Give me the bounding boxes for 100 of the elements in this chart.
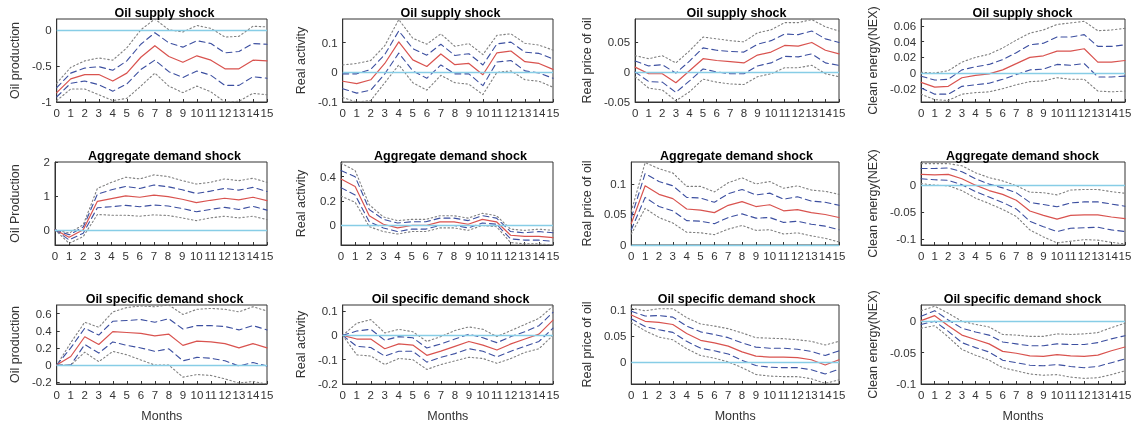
x-tick-label: 7 (1013, 107, 1020, 119)
x-tick-label: 14 (818, 389, 833, 401)
x-tick-label: 10 (475, 250, 489, 262)
y-tick-label: 0.2 (35, 341, 52, 354)
x-tick-label: 12 (218, 250, 231, 262)
x-tick-label: 9 (752, 389, 760, 401)
x-tick-label: 12 (504, 107, 518, 119)
x-tick-label: 7 (725, 250, 732, 262)
x-tick-label: 4 (972, 389, 980, 401)
x-tick-label: 8 (451, 107, 459, 119)
x-axis-title: Months (714, 408, 756, 423)
x-tick-label: 0 (917, 389, 925, 401)
chart-title: Oil specific demand shock (943, 291, 1102, 306)
x-tick-label: 11 (777, 250, 790, 262)
x-tick-label: 9 (754, 107, 761, 119)
x-tick-label: 6 (423, 107, 431, 119)
x-tick-label: 15 (546, 250, 560, 262)
x-tick-label: 13 (1091, 389, 1105, 401)
y-tick-label: -0.05 (889, 206, 917, 219)
x-tick-label: 0 (53, 389, 60, 401)
y-tick-label: 0 (329, 219, 336, 232)
x-tick-label: 10 (763, 250, 777, 262)
x-tick-label: 13 (232, 250, 246, 262)
x-tick-label: 6 (999, 389, 1006, 401)
x-tick-label: 2 (945, 250, 952, 262)
x-tick-label: 13 (518, 107, 532, 119)
x-tick-label: 1 (67, 107, 74, 119)
y-tick-label: -0.05 (603, 96, 631, 108)
line-series (56, 18, 268, 84)
x-tick-label: 1 (351, 250, 359, 262)
x-tick-label: 9 (179, 107, 187, 119)
x-tick-label: 3 (380, 250, 387, 262)
x-tick-label: 13 (1091, 250, 1105, 262)
x-tick-label: 7 (725, 389, 732, 401)
x-tick-label: 1 (931, 250, 938, 262)
x-tick-label: 14 (246, 107, 260, 119)
chart-title: Oil supply shock (400, 5, 501, 20)
x-tick-label: 12 (1077, 250, 1091, 262)
x-tick-label: 3 (958, 389, 966, 401)
y-tick-label: -0.02 (889, 82, 917, 95)
x-tick-label: 9 (1040, 107, 1047, 119)
x-tick-label: 3 (381, 389, 388, 401)
x-tick-label: 10 (190, 107, 204, 119)
x-tick-label: 11 (490, 250, 503, 262)
x-tick-label: 15 (1118, 389, 1132, 401)
line-series (920, 310, 1126, 347)
line-series (920, 48, 1126, 88)
y-tick-label: 1 (43, 189, 50, 202)
x-tick-label: 5 (985, 389, 993, 401)
x-tick-label: 6 (423, 389, 431, 401)
x-tick-label: 12 (218, 107, 232, 119)
y-tick-label: -0.1 (896, 378, 917, 390)
x-tick-label: 12 (218, 389, 232, 401)
x-tick-label: 7 (1013, 250, 1020, 262)
line-series (920, 315, 1126, 358)
x-tick-label: 12 (791, 389, 804, 401)
x-tick-label: 3 (95, 107, 102, 119)
x-tick-label: 7 (151, 389, 159, 401)
y-tick-label: 0.2 (320, 195, 336, 208)
x-tick-label: 9 (179, 250, 186, 262)
x-tick-label: 5 (409, 389, 417, 401)
x-tick-label: 2 (659, 107, 666, 119)
line-series (342, 319, 554, 356)
x-tick-label: 14 (818, 250, 833, 262)
x-tick-label: 1 (67, 389, 74, 401)
y-tick-label: -0.05 (889, 346, 917, 359)
x-tick-label: 4 (686, 107, 694, 119)
x-tick-label: 6 (711, 389, 718, 401)
x-tick-label: 11 (1064, 107, 1077, 119)
y-axis-title: Real price of oil (579, 160, 594, 247)
x-tick-label: 0 (53, 107, 60, 119)
y-tick-label: 0 (909, 67, 917, 80)
x-tick-label: 14 (246, 389, 260, 401)
x-tick-label: 3 (672, 107, 680, 119)
x-tick-label: 14 (532, 389, 546, 401)
x-tick-label: 0 (917, 250, 925, 262)
x-tick-label: 5 (123, 389, 131, 401)
x-tick-label: 5 (985, 107, 993, 119)
y-tick-label: 0 (43, 223, 50, 236)
x-tick-label: 15 (832, 389, 846, 401)
x-tick-label: 12 (791, 250, 804, 262)
x-tick-label: 12 (791, 107, 805, 119)
x-tick-label: 9 (1040, 389, 1047, 401)
line-series (920, 178, 1126, 233)
x-tick-label: 1 (65, 250, 73, 262)
x-tick-label: 14 (246, 250, 260, 262)
x-tick-label: 15 (1118, 250, 1132, 262)
x-tick-label: 4 (683, 389, 691, 401)
x-tick-label: 10 (476, 107, 490, 119)
x-tick-label: 5 (697, 389, 704, 401)
line-series (634, 19, 840, 64)
x-tick-label: 14 (1105, 389, 1119, 401)
x-tick-label: 12 (504, 389, 518, 401)
x-axis-title: Months (141, 408, 183, 423)
x-tick-label: 0 (339, 389, 346, 401)
line-series (630, 185, 840, 225)
y-tick-label: 0 (331, 66, 338, 79)
x-tick-label: 13 (804, 389, 818, 401)
y-axis-title: Real price of oil (579, 17, 594, 104)
x-tick-label: 10 (763, 389, 777, 401)
